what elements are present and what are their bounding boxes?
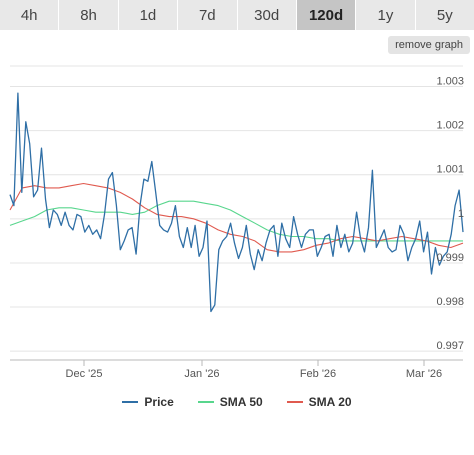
tab-30d[interactable]: 30d xyxy=(237,0,297,30)
legend-sma20-label: SMA 20 xyxy=(308,395,352,409)
legend-sma50[interactable]: SMA 50 xyxy=(197,395,263,409)
chart-svg: 0.997 0.998 0.999 1 1.001 1.002 1.003 Dec '25 J… xyxy=(9,65,464,380)
tab-1d[interactable]: 1d xyxy=(118,0,179,30)
y-tick-label: 1 xyxy=(458,208,464,220)
tab-7d[interactable]: 7d xyxy=(178,0,238,30)
tab-5y[interactable]: 5y xyxy=(415,0,474,30)
y-tick-label: 1.003 xyxy=(436,75,464,87)
sma50-line xyxy=(9,200,463,242)
legend-price[interactable]: Price xyxy=(122,395,174,409)
tab-120d[interactable]: 120d xyxy=(296,0,357,30)
x-tick-label: Feb '26 xyxy=(300,368,336,380)
y-tick-label: 1.001 xyxy=(436,164,464,176)
x-tick-label: Mar '26 xyxy=(406,368,442,380)
y-tick-label: 0.999 xyxy=(436,252,464,264)
price-chart: 0.997 0.998 0.999 1 1.001 1.002 1.003 Dec '25 J… xyxy=(0,60,474,455)
legend-sma20[interactable]: SMA 20 xyxy=(286,395,352,409)
price-line xyxy=(9,92,464,313)
legend-sma50-label: SMA 50 xyxy=(219,395,263,409)
legend-price-swatch xyxy=(122,401,139,403)
x-tick-label: Jan '26 xyxy=(184,368,219,380)
timeframe-tab-bar: 4h 8h 1d 7d 30d 120d 1y 5y xyxy=(0,0,474,30)
tab-4h[interactable]: 4h xyxy=(0,0,60,30)
legend-price-label: Price xyxy=(144,395,174,409)
tab-8h[interactable]: 8h xyxy=(59,0,119,30)
y-tick-label: 0.998 xyxy=(436,296,464,308)
legend-sma20-swatch xyxy=(286,401,303,403)
remove-graph-button[interactable]: remove graph xyxy=(388,36,470,54)
y-tick-label: 0.997 xyxy=(436,340,464,352)
sma20-line xyxy=(9,182,464,253)
chart-legend: Price SMA 50 SMA 20 xyxy=(0,393,474,411)
x-tick-label: Dec '25 xyxy=(66,368,103,380)
legend-sma50-swatch xyxy=(197,401,214,403)
y-tick-label: 1.002 xyxy=(436,120,464,132)
tab-1y[interactable]: 1y xyxy=(356,0,416,30)
